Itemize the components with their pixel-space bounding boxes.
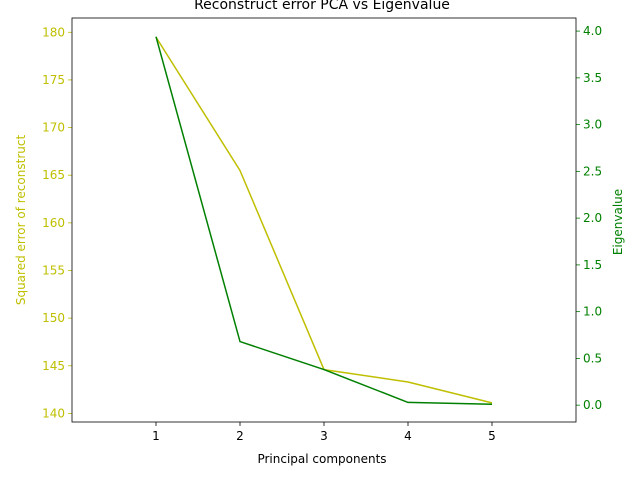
y-right-tick-label: 3.0 xyxy=(583,118,602,132)
y-left-tick-label: 140 xyxy=(42,406,65,420)
y-left-tick-label: 165 xyxy=(42,168,65,182)
y-right-tick-label: 4.0 xyxy=(583,24,602,38)
x-axis-label: Principal components xyxy=(257,452,386,466)
series-line-eigenvalue xyxy=(155,36,493,405)
y-right-tick-label: 1.0 xyxy=(583,305,602,319)
y-left-tick-label: 170 xyxy=(42,121,65,135)
y-left-tick-label: 160 xyxy=(42,216,65,230)
y-left-tick-label: 155 xyxy=(42,264,65,278)
plot-area: 1 2 3 4 5 140 145 150 155 160 165 170 175 180 0.0 0.5 1.… xyxy=(42,17,602,443)
y-axis-left-label: Squared error of reconstruct xyxy=(14,135,28,306)
x-tick-label: 2 xyxy=(236,429,244,443)
x-tick-label: 1 xyxy=(152,429,160,443)
plot-frame xyxy=(71,17,577,423)
y-right-tick-label: 2.5 xyxy=(583,164,602,178)
y-left-tick-label: 145 xyxy=(42,359,65,373)
y-axis-right-label: Eigenvalue xyxy=(611,189,625,255)
y-right-tick-label: 3.5 xyxy=(583,71,602,85)
chart-title: Reconstruct error PCA vs Eigenvalue xyxy=(194,0,450,13)
x-tick-label: 5 xyxy=(488,429,496,443)
y-left-tick-label: 150 xyxy=(42,311,65,325)
y-left-tick-label: 175 xyxy=(42,73,65,87)
y-right-tick-label: 0.0 xyxy=(583,398,602,412)
y-left-tick-label: 180 xyxy=(42,25,65,39)
x-tick-label: 4 xyxy=(404,429,412,443)
x-tick-label: 3 xyxy=(320,429,328,443)
y-right-tick-label: 1.5 xyxy=(583,258,602,272)
y-right-tick-label: 2.0 xyxy=(583,211,602,225)
y-right-tick-label: 0.5 xyxy=(583,351,602,365)
